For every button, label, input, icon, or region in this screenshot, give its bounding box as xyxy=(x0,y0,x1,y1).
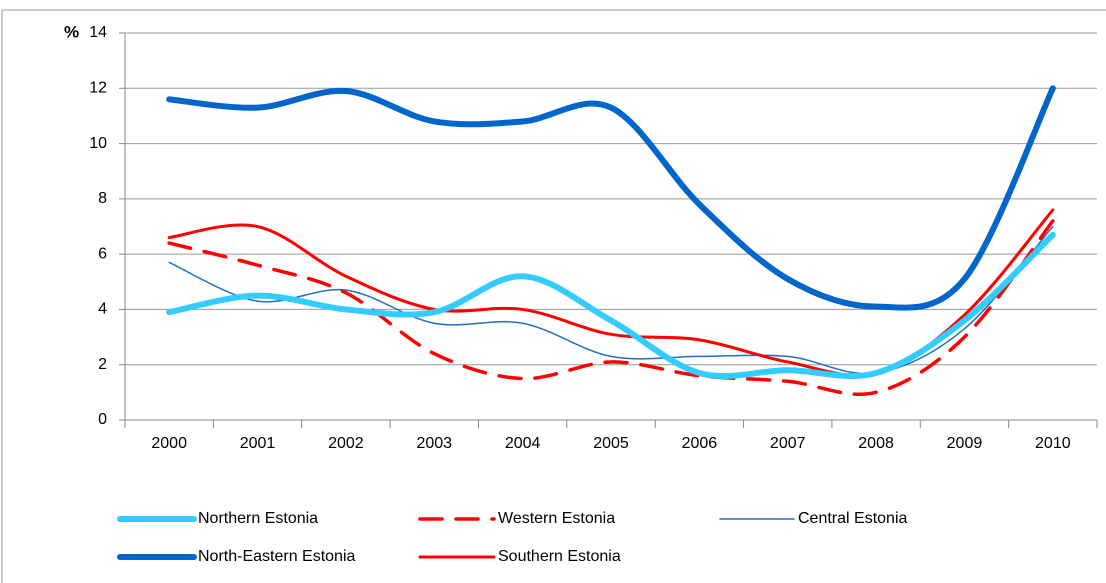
y-axis-label: % xyxy=(64,22,79,41)
legend-label: Northern Estonia xyxy=(198,510,318,527)
x-tick-label: 2002 xyxy=(328,435,364,452)
y-tick-label: 2 xyxy=(98,356,107,373)
y-tick-label: 4 xyxy=(98,301,107,318)
y-tick-label: 10 xyxy=(89,135,107,152)
x-tick-label: 2004 xyxy=(505,435,541,452)
series-line xyxy=(167,219,1055,397)
x-tick-label: 2000 xyxy=(151,435,187,452)
x-tick-label: 2003 xyxy=(416,435,452,452)
y-tick-label: 14 xyxy=(89,24,107,41)
x-tick-label: 2010 xyxy=(1035,435,1071,452)
x-tick-label: 2005 xyxy=(593,435,629,452)
legend-label: North-Eastern Estonia xyxy=(198,548,356,565)
x-tick-label: 2009 xyxy=(947,435,983,452)
y-tick-label: 12 xyxy=(89,80,107,97)
series-line xyxy=(166,231,1056,380)
legend-label: Western Estonia xyxy=(498,510,615,527)
y-tick-label: 8 xyxy=(98,190,107,207)
x-tick-label: 2008 xyxy=(858,435,894,452)
y-tick-label: 0 xyxy=(98,411,107,428)
legend-label: Central Estonia xyxy=(798,510,907,527)
series-line xyxy=(168,225,1054,375)
y-tick-label: 6 xyxy=(98,245,107,262)
x-tick-label: 2007 xyxy=(770,435,806,452)
legend-label: Southern Estonia xyxy=(498,548,621,565)
x-tick-label: 2001 xyxy=(240,435,276,452)
series-line xyxy=(166,85,1056,311)
x-tick-label: 2006 xyxy=(682,435,718,452)
